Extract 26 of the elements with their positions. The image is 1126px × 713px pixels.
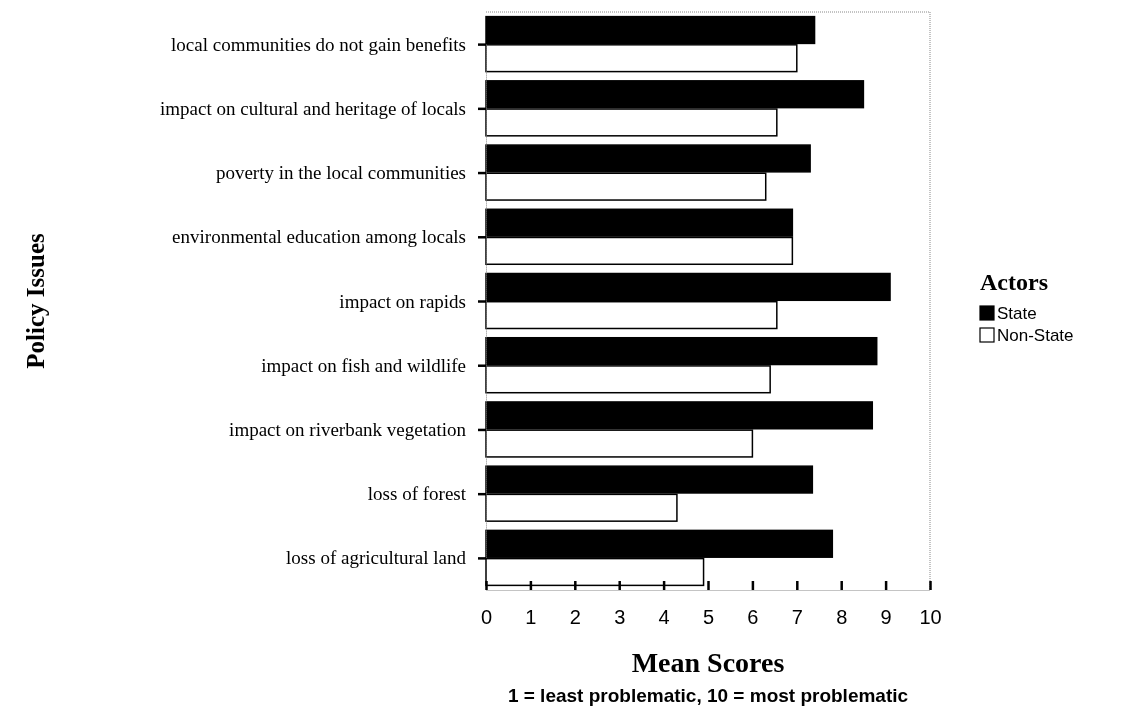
legend-label: State [997,304,1037,323]
text: 1 = least problematic, 10 = most problematic [507,685,909,706]
y-tick-label: loss of forest [367,483,467,505]
x-tick-label: 2 [569,606,581,628]
x-tick-label: 5 [702,606,715,628]
x-tick-label: 6 [747,606,759,628]
x-tick-label: 4 [658,606,670,628]
x-tick-label: 3 [614,606,626,628]
y-tick-label: local communities do not gain benefits [171,33,466,55]
y-axis-title: Policy Issues [22,233,49,369]
legend-label: Non-State [997,326,1074,345]
x-tick-label: 10 [919,606,942,628]
legend-title: Actors [980,269,1048,295]
x-tick-label: 9 [880,606,892,628]
y-tick-label: impact on fish and wildlife [261,354,466,376]
y-tick-label: loss of agricultural land [286,547,467,569]
x-tick-label: 7 [791,606,803,628]
y-tick-label: environmental education among locals [172,226,466,248]
y-tick-label: impact on cultural and heritage of locals [160,97,466,119]
y-tick-label: poverty in the local communities [215,162,466,184]
y-tick-label: impact on rapids [339,290,466,312]
y-tick-label: impact on riverbank vegetation [229,419,467,441]
x-axis-title: Mean Scores [631,647,785,678]
x-tick-label: 1 [525,606,537,628]
x-tick-label: 0 [480,606,493,628]
x-tick-label: 8 [836,606,848,628]
